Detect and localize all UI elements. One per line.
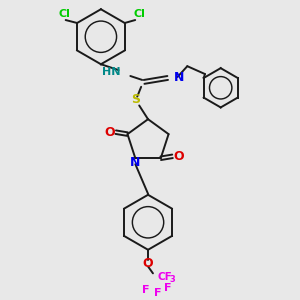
Text: S: S	[131, 93, 140, 106]
Text: N: N	[130, 156, 140, 169]
Text: O: O	[104, 126, 115, 139]
Text: O: O	[173, 150, 184, 163]
Text: Cl: Cl	[133, 9, 145, 19]
Text: 3: 3	[169, 275, 175, 284]
Text: CF: CF	[158, 272, 172, 282]
Text: N: N	[174, 71, 184, 85]
Text: F: F	[142, 285, 150, 295]
Text: HN: HN	[102, 67, 121, 77]
Text: F: F	[164, 283, 171, 293]
Text: Cl: Cl	[59, 9, 70, 19]
Text: O: O	[143, 257, 153, 270]
Text: F: F	[154, 288, 162, 298]
